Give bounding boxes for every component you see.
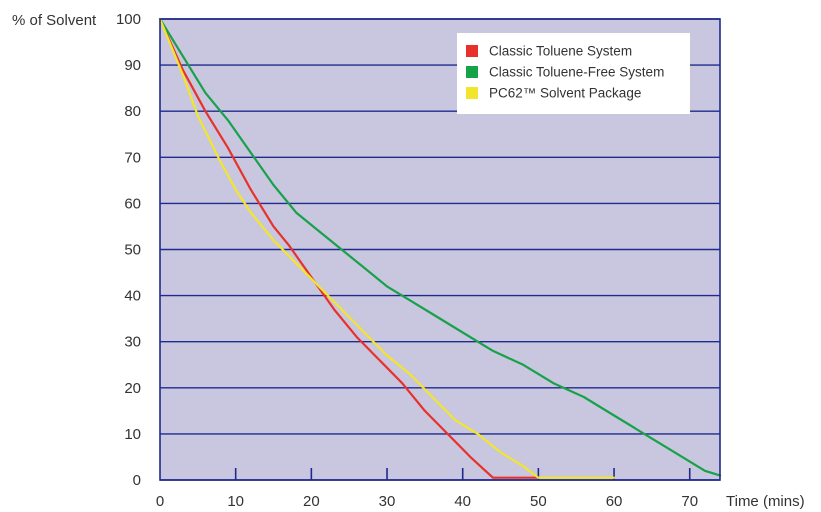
- legend-label-3: PC62™ Solvent Package: [489, 86, 641, 101]
- series-line-3: [158, 17, 616, 479]
- x-tick-label: 70: [681, 493, 698, 510]
- y-axis-title: % of Solvent: [12, 12, 97, 29]
- x-tick-label: 50: [530, 493, 547, 510]
- legend-label-1: Classic Toluene System: [489, 44, 632, 59]
- x-tick-label: 60: [606, 493, 623, 510]
- y-tick-label: 0: [133, 472, 141, 489]
- x-tick-label: 40: [454, 493, 471, 510]
- y-tick-label: 20: [124, 380, 141, 397]
- legend-swatch-2: [466, 66, 478, 78]
- x-axis-tick-labels: 0 10 20 30 40 50 60 70: [156, 493, 698, 510]
- y-tick-label: 30: [124, 334, 141, 351]
- plot-border: [159, 18, 721, 481]
- y-tick-label: 10: [124, 426, 141, 443]
- y-axis-tick-labels: 0 10 20 30 40 50 60 70 80 90 100: [116, 11, 141, 489]
- legend: Classic Toluene System Classic Toluene-Fr…: [457, 33, 690, 114]
- x-tick-label: 30: [379, 493, 396, 510]
- y-tick-label: 50: [124, 242, 141, 259]
- legend-swatch-1: [466, 45, 478, 57]
- series-lines: [158, 17, 722, 479]
- series-line-2: [158, 17, 722, 477]
- series-line-1: [158, 17, 540, 479]
- y-tick-label: 100: [116, 11, 141, 28]
- legend-box: [457, 33, 690, 114]
- legend-label-2: Classic Toluene-Free System: [489, 65, 664, 80]
- x-tick-label: 20: [303, 493, 320, 510]
- y-tick-label: 70: [124, 149, 141, 166]
- legend-swatch-3: [466, 87, 478, 99]
- x-axis-title: Time (mins): [726, 493, 805, 510]
- y-tick-label: 90: [124, 57, 141, 74]
- x-tick-label: 10: [227, 493, 244, 510]
- y-tick-label: 80: [124, 103, 141, 120]
- x-tick-label: 0: [156, 493, 164, 510]
- y-tick-label: 60: [124, 195, 141, 212]
- y-tick-label: 40: [124, 288, 141, 305]
